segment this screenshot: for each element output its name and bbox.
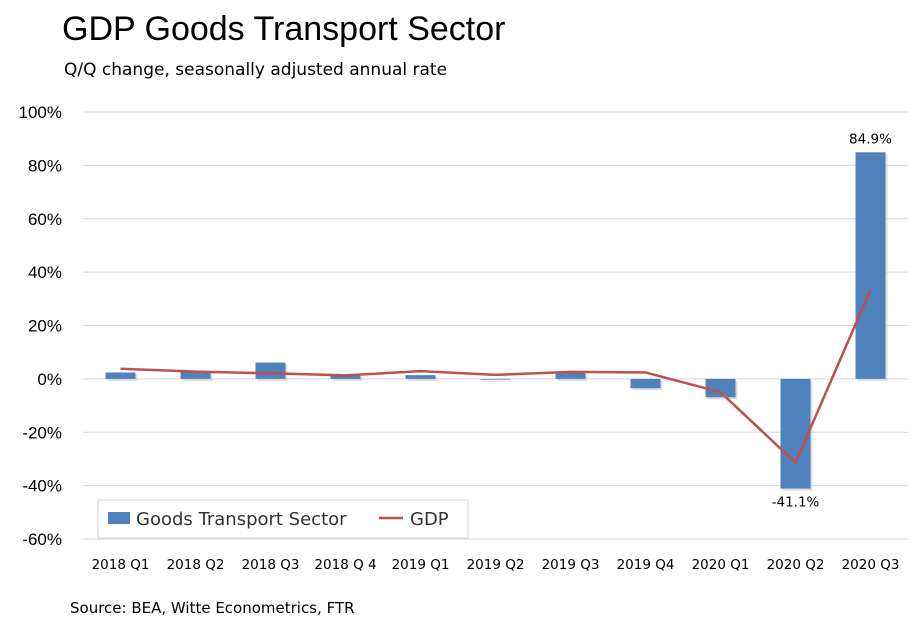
bar <box>405 375 436 379</box>
bar <box>555 372 586 379</box>
x-tick-label: 2020 Q2 <box>767 557 825 573</box>
y-tick-label: -40% <box>22 477 62 496</box>
legend-box <box>97 499 469 539</box>
x-tick-label: 2019 Q2 <box>467 557 525 573</box>
gdp-line <box>120 289 872 464</box>
chart-title: GDP Goods Transport Sector <box>62 10 506 48</box>
source-note: Source: BEA, Witte Econometrics, FTR <box>70 599 355 617</box>
legend-label-bar: Goods Transport Sector <box>136 509 347 530</box>
x-tick-label: 2018 Q3 <box>242 557 300 573</box>
bar-shadow <box>482 380 513 382</box>
x-tick-label: 2019 Q1 <box>392 557 450 573</box>
y-tick-label: -60% <box>22 530 62 549</box>
bar-shadow <box>407 377 438 381</box>
bar <box>255 362 286 379</box>
legend-swatch-bar <box>108 512 130 524</box>
data-label: 84.9% <box>849 131 892 147</box>
x-tick-label: 2020 Q3 <box>842 557 900 573</box>
y-tick-label: -20% <box>22 423 62 442</box>
x-tick-label: 2019 Q4 <box>617 557 675 573</box>
x-tick-label: 2019 Q3 <box>542 557 600 573</box>
legend-label-line: GDP <box>410 509 449 530</box>
bar-shadow <box>332 377 363 381</box>
x-tick-label: 2018 Q1 <box>92 557 150 573</box>
y-tick-label: 0% <box>37 370 62 389</box>
data-label: -41.1% <box>772 495 820 511</box>
x-tick-label: 2020 Q1 <box>692 557 750 573</box>
bar <box>180 371 211 379</box>
y-tick-label: 100% <box>19 103 62 122</box>
chart-subtitle: Q/Q change, seasonally adjusted annual r… <box>64 60 448 80</box>
y-tick-label: 20% <box>28 317 62 336</box>
bar <box>330 375 361 379</box>
bar <box>705 378 736 398</box>
y-tick-label: 80% <box>28 156 62 175</box>
y-tick-label: 60% <box>28 210 62 229</box>
x-tick-label: 2018 Q2 <box>167 557 225 573</box>
bar <box>480 378 511 380</box>
x-tick-label: 2018 Q 4 <box>314 557 376 573</box>
bar <box>780 378 811 489</box>
bar <box>630 378 661 389</box>
bar <box>855 152 886 379</box>
bar <box>105 372 136 379</box>
y-tick-label: 40% <box>28 263 62 282</box>
